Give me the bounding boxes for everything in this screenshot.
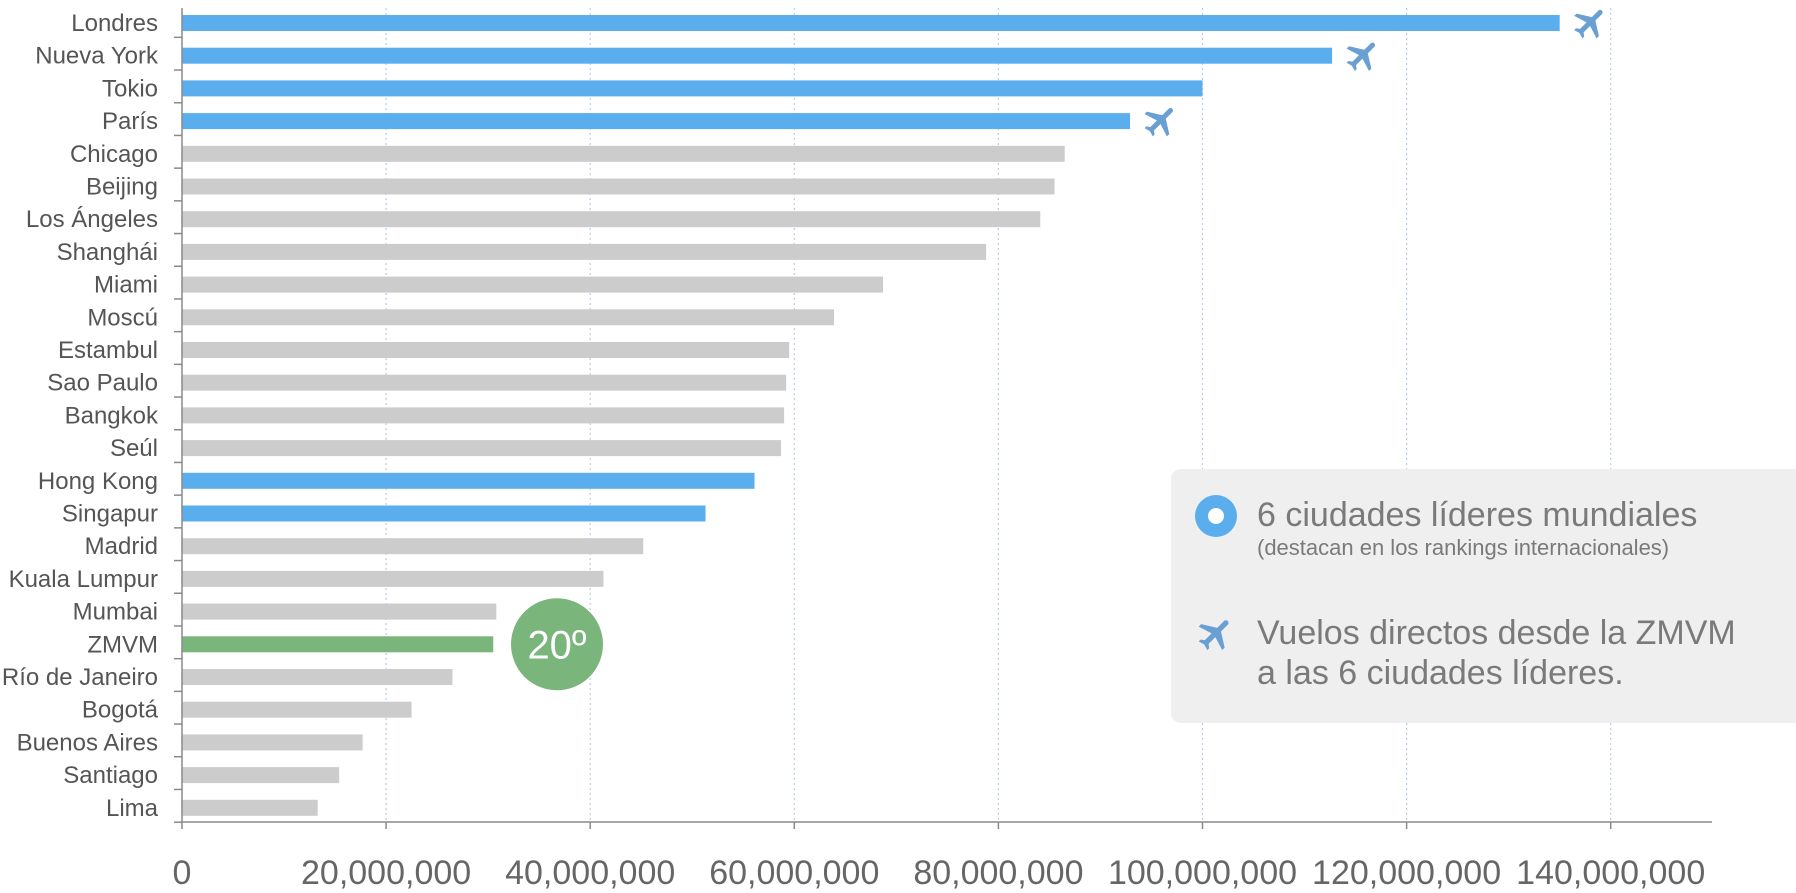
category-label: Londres [71, 10, 158, 37]
bar-9 [182, 309, 835, 326]
bar-16 [182, 538, 644, 555]
bar-17 [182, 570, 604, 587]
ring-icon [1195, 495, 1237, 537]
legend-item-flights: Vuelos directos desde la ZMVM a las 6 ci… [1195, 613, 1736, 693]
rank-badge-text: 20º [527, 623, 586, 667]
x-tick-label: 120,000,000 [1312, 854, 1501, 892]
bar-8 [182, 276, 884, 293]
category-label: Los Ángeles [26, 206, 158, 233]
airplane-icon [1137, 97, 1184, 144]
legend-leaders-subtitle: (destacan en los rankings internacionale… [1257, 535, 1670, 560]
x-tick-label: 100,000,000 [1108, 854, 1297, 892]
bar-14 [182, 472, 755, 489]
x-tick-label: 20,000,000 [301, 854, 471, 892]
bar-1 [182, 47, 1333, 64]
category-label: ZMVM [87, 631, 158, 658]
category-label: Beijing [86, 174, 158, 201]
category-label: Tokio [102, 75, 158, 102]
category-label: Bangkok [65, 402, 159, 429]
category-label: Nueva York [35, 43, 159, 70]
airplane-icon [1567, 0, 1614, 46]
x-tick-labels: 0 20,000,000 40,000,000 60,000,000 80,000,00… [173, 854, 1706, 892]
bar-5 [182, 178, 1055, 195]
category-label: Santiago [63, 762, 158, 789]
category-label: Sao Paulo [47, 370, 158, 397]
bar-11 [182, 374, 787, 391]
bars [182, 15, 1560, 816]
bar-12 [182, 407, 785, 424]
category-label: Moscú [87, 304, 158, 331]
category-label: Río de Janeiro [2, 664, 158, 691]
legend-item-leaders: 6 ciudades líderes mundiales (destacan e… [1195, 495, 1697, 561]
bar-2 [182, 80, 1203, 97]
rank-badge [511, 598, 603, 691]
category-labels: Londres Nueva York Tokio París Chicago Beijin… [2, 10, 159, 822]
bar-7 [182, 243, 987, 260]
category-label: Shanghái [57, 239, 158, 266]
airplane-icon [1195, 613, 1237, 655]
axes [174, 8, 1712, 829]
bar-20 [182, 669, 453, 685]
bar-19 [182, 636, 494, 653]
category-label: Bogotá [82, 697, 159, 724]
bar-6 [182, 211, 1041, 228]
bar-24 [182, 799, 318, 816]
bar-21 [182, 701, 412, 718]
rank-annotation: 20º [511, 598, 603, 691]
bar-10 [182, 342, 790, 358]
category-label: Singapur [62, 501, 158, 528]
category-label: Seúl [110, 435, 158, 462]
category-label: Madrid [85, 533, 158, 560]
x-tick-label: 0 [173, 854, 192, 892]
category-label: Kuala Lumpur [9, 566, 158, 593]
legend-flights-line2: a las 6 ciudades líderes. [1257, 654, 1624, 692]
bar-0 [182, 15, 1560, 31]
x-tick-label: 40,000,000 [505, 854, 675, 892]
category-label: Estambul [58, 337, 158, 364]
category-label: Chicago [70, 141, 158, 168]
legend-flights-line1: Vuelos directos desde la ZMVM [1257, 614, 1736, 652]
bar-4 [182, 145, 1065, 162]
bar-23 [182, 767, 340, 784]
bar-18 [182, 603, 497, 620]
category-label: Hong Kong [38, 468, 158, 495]
x-tick-label: 80,000,000 [913, 854, 1083, 892]
bar-15 [182, 505, 706, 522]
legend-box: 6 ciudades líderes mundiales (destacan e… [1171, 469, 1796, 723]
airplane-icon [1339, 32, 1386, 79]
bar-3 [182, 113, 1131, 130]
bar-22 [182, 734, 363, 751]
category-label: Miami [94, 272, 158, 299]
category-label: Mumbai [73, 599, 158, 626]
x-tick-label: 140,000,000 [1516, 854, 1705, 892]
legend-leaders-title: 6 ciudades líderes mundiales [1257, 496, 1698, 534]
x-tick-label: 60,000,000 [709, 854, 879, 892]
category-label: Lima [106, 795, 159, 822]
category-label: París [102, 108, 158, 135]
category-label: Buenos Aires [17, 729, 158, 756]
bar-13 [182, 440, 782, 457]
